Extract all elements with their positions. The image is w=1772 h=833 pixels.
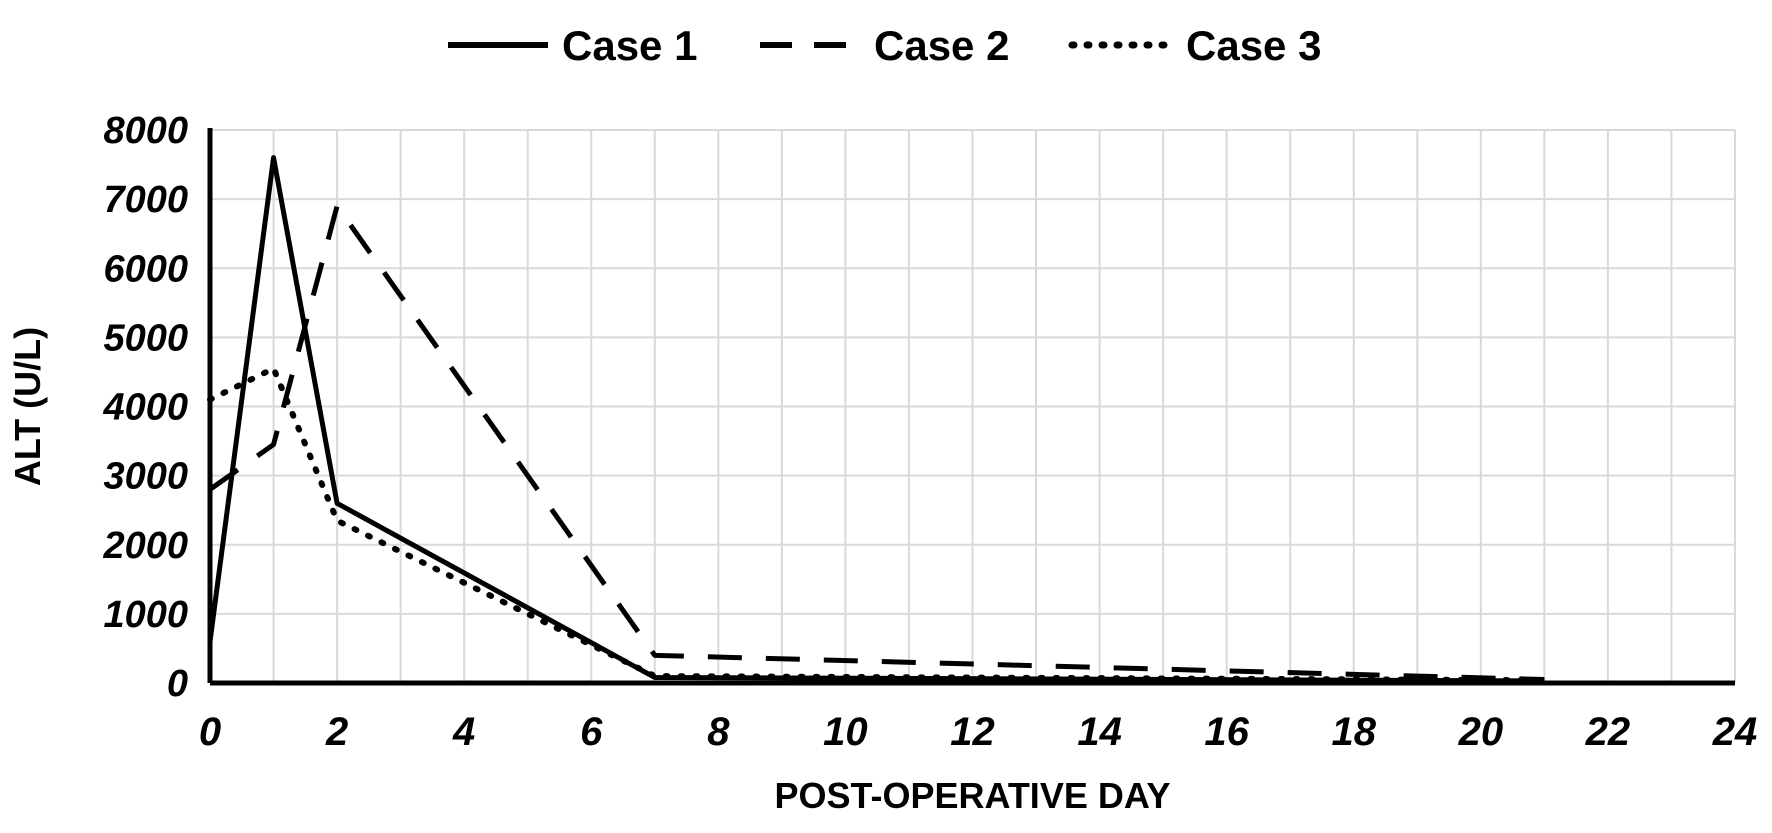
grid <box>209 129 1736 684</box>
y-tick-label: 2000 <box>102 525 188 567</box>
legend: Case 1 Case 2 Case 3 <box>448 22 1321 69</box>
x-tick-label: 22 <box>1585 710 1631 754</box>
y-tick-label: 1000 <box>103 594 188 636</box>
y-tick-label: 0 <box>167 663 188 705</box>
series-line-3 <box>207 365 1548 684</box>
y-tick-label: 7000 <box>103 179 188 221</box>
series-line-2 <box>208 203 1545 683</box>
legend-label-1: Case 1 <box>562 22 697 69</box>
y-tick-label: 3000 <box>103 456 188 498</box>
x-tick-label: 4 <box>452 710 475 754</box>
x-tick-label: 10 <box>823 710 868 754</box>
y-tick-label: 8000 <box>103 110 188 152</box>
y-tick-label: 6000 <box>103 248 188 290</box>
x-tick-label: 12 <box>950 710 995 754</box>
x-tick-label: 6 <box>580 710 603 754</box>
series-group <box>207 155 1548 684</box>
legend-label-3: Case 3 <box>1186 22 1321 69</box>
x-tick-label: 24 <box>1712 710 1758 754</box>
x-tick-label: 0 <box>199 710 221 754</box>
x-tick-label: 2 <box>325 710 348 754</box>
x-axis-title: POST-OPERATIVE DAY <box>774 775 1170 816</box>
x-tick-label: 8 <box>707 710 730 754</box>
x-tick-label: 18 <box>1332 710 1377 754</box>
legend-label-2: Case 2 <box>874 22 1009 69</box>
x-tick-label: 14 <box>1077 710 1122 754</box>
y-axis-title: ALT (U/L) <box>7 327 48 486</box>
x-tick-label: 20 <box>1458 710 1504 754</box>
x-tick-label: 16 <box>1204 710 1249 754</box>
y-tick-label: 5000 <box>103 317 188 359</box>
axes <box>207 128 1735 686</box>
series-line-1 <box>207 155 1545 684</box>
y-tick-label: 4000 <box>102 387 188 429</box>
